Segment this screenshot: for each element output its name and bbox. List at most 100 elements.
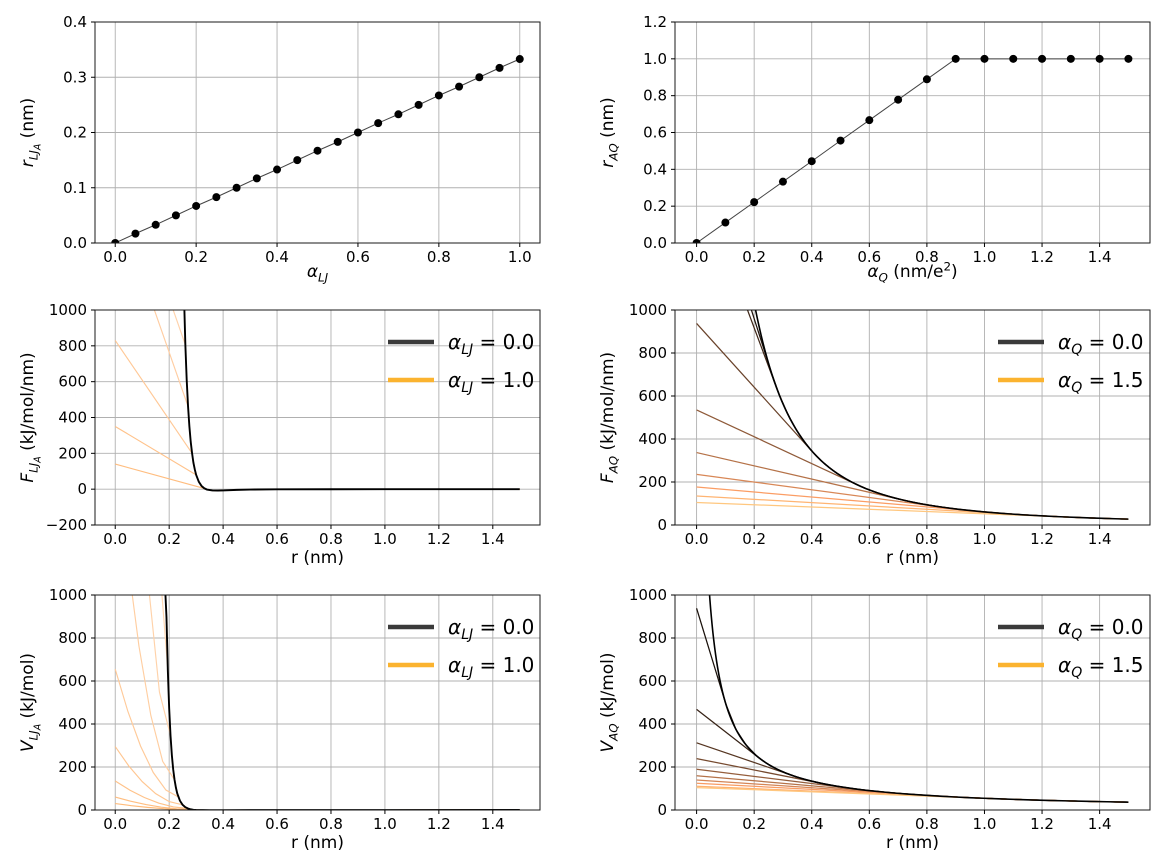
legend-label: αQ = 1.5: [1058, 653, 1144, 681]
svg-text:0.4: 0.4: [211, 530, 235, 548]
svg-text:1.2: 1.2: [1030, 815, 1054, 833]
svg-text:−200: −200: [46, 516, 87, 534]
svg-text:0.8: 0.8: [643, 87, 667, 105]
svg-text:1.0: 1.0: [508, 248, 532, 266]
softcore-curve: [696, 451, 1129, 520]
svg-text:800: 800: [58, 629, 87, 647]
axes-frame: [94, 594, 541, 811]
svg-text:0.2: 0.2: [157, 815, 181, 833]
legend: αLJ = 0.0 αLJ = 1.0: [388, 615, 534, 681]
svg-text:600: 600: [638, 387, 667, 405]
softcore-curve: [115, 463, 520, 492]
data-series: [695, 595, 1129, 803]
svg-text:1.2: 1.2: [427, 530, 451, 548]
axis-ticks: [671, 309, 1101, 529]
svg-text:0.6: 0.6: [265, 530, 289, 548]
axis-tick-labels: 0.0 0.2 0.4 0.6 0.8 1.0 0.0 0.1 0.2 0.3 0.4: [63, 13, 532, 266]
x-axis-label: αLJ: [307, 262, 329, 284]
legend-label: αQ = 1.5: [1058, 368, 1144, 396]
svg-text:0: 0: [77, 801, 87, 819]
softcore-curve: [696, 768, 1129, 803]
axis-tick-labels: 0.0 0.2 0.4 0.6 0.8 1.0 1.2 1.4 0 200 400 600 800 100…: [629, 586, 1112, 833]
data-series: [114, 595, 520, 810]
axis-tick-labels: 0.0 0.2 0.4 0.6 0.8 1.0 1.2 1.4 0 200 400 600 800 100…: [49, 586, 505, 833]
plot-canvas-f-aq: 0.0 0.2 0.4 0.6 0.8 1.0 1.2 1.4 0 200 400 600 800 100…: [598, 301, 1151, 568]
legend-label: αQ = 0.0: [1058, 330, 1144, 358]
x-axis-label: r (nm): [291, 833, 344, 853]
x-axis-label: αQ (nm/e2): [867, 260, 957, 285]
svg-text:200: 200: [58, 444, 87, 462]
svg-text:1.2: 1.2: [1030, 530, 1054, 548]
svg-text:0.4: 0.4: [63, 13, 87, 31]
svg-text:400: 400: [58, 409, 87, 427]
softcore-curve: [696, 779, 1129, 803]
svg-text:1.0: 1.0: [973, 530, 997, 548]
axes-frame: [674, 594, 1151, 811]
svg-text:0.8: 0.8: [427, 248, 451, 266]
scatter-points: [111, 55, 524, 243]
svg-text:0: 0: [657, 516, 667, 534]
softcore-curve: [696, 742, 1129, 803]
svg-text:200: 200: [58, 758, 87, 776]
svg-text:0.0: 0.0: [103, 815, 127, 833]
svg-text:0.2: 0.2: [643, 197, 667, 215]
svg-text:1.0: 1.0: [373, 815, 397, 833]
axis-tick-labels: 0.0 0.2 0.4 0.6 0.8 1.0 1.2 1.4 −200 0 200 400 600 80…: [46, 301, 505, 548]
svg-text:1.0: 1.0: [973, 248, 997, 266]
legend-label: αLJ = 0.0: [448, 330, 534, 358]
svg-text:0.2: 0.2: [184, 248, 208, 266]
softcore-curve: [131, 595, 520, 810]
svg-text:1.2: 1.2: [427, 815, 451, 833]
y-axis-label: rLJA (nm): [18, 98, 44, 168]
svg-text:0.0: 0.0: [685, 530, 709, 548]
plot-canvas-r-lja: 0.0 0.2 0.4 0.6 0.8 1.0 0.0 0.1 0.2 0.3 0.4 αLJ rLJA…: [18, 13, 541, 284]
svg-text:0.4: 0.4: [643, 160, 667, 178]
svg-text:0.2: 0.2: [157, 530, 181, 548]
axis-ticks: [91, 594, 494, 814]
svg-text:0.8: 0.8: [915, 815, 939, 833]
svg-text:1.0: 1.0: [973, 815, 997, 833]
softcore-curve: [161, 595, 520, 810]
svg-text:1000: 1000: [49, 586, 87, 604]
svg-text:1.4: 1.4: [481, 815, 505, 833]
y-axis-label: FLJA (kJ/mol/nm): [18, 352, 44, 482]
x-axis-label: r (nm): [291, 548, 344, 568]
plot-f-aq-vs-r: 0.0 0.2 0.4 0.6 0.8 1.0 1.2 1.4 0 200 400 600 800 100…: [581, 290, 1162, 575]
svg-text:0.4: 0.4: [800, 248, 824, 266]
svg-text:1.4: 1.4: [481, 530, 505, 548]
scatter-connecting-line: [696, 58, 1129, 243]
legend-label: αLJ = 1.0: [448, 653, 534, 681]
svg-text:1.4: 1.4: [1088, 248, 1112, 266]
gridlines: [95, 21, 540, 244]
svg-text:600: 600: [58, 672, 87, 690]
svg-text:1000: 1000: [629, 301, 667, 319]
plot-v-aq-vs-r: 0.0 0.2 0.4 0.6 0.8 1.0 1.2 1.4 0 200 400 600 800 100…: [581, 575, 1162, 865]
softcore-curve: [114, 746, 520, 810]
plot-r-aq-vs-alpha-q: 0.0 0.2 0.4 0.6 0.8 1.0 1.2 1.4 0.0 0.2 0.4 0.6 0.8 1…: [581, 0, 1162, 290]
svg-text:200: 200: [638, 473, 667, 491]
svg-text:0.6: 0.6: [265, 815, 289, 833]
gridlines: [675, 21, 1150, 244]
svg-text:0.4: 0.4: [265, 248, 289, 266]
svg-text:1.0: 1.0: [643, 50, 667, 68]
svg-text:800: 800: [638, 344, 667, 362]
svg-text:600: 600: [58, 373, 87, 391]
axis-tick-labels: 0.0 0.2 0.4 0.6 0.8 1.0 1.2 1.4 0 200 400 600 800 100…: [629, 301, 1112, 548]
svg-text:1.4: 1.4: [1088, 815, 1112, 833]
svg-text:0.3: 0.3: [63, 68, 87, 86]
svg-text:0.8: 0.8: [915, 248, 939, 266]
data-series: [696, 310, 1129, 520]
plot-canvas-f-lja: 0.0 0.2 0.4 0.6 0.8 1.0 1.2 1.4 −200 0 200 400 600 80…: [18, 301, 541, 568]
data-series: [111, 55, 524, 243]
reference-curve-alpha-0: [754, 310, 1129, 520]
plot-canvas-r-aq: 0.0 0.2 0.4 0.6 0.8 1.0 1.2 1.4 0.0 0.2 0.4 0.6 0.8 1…: [598, 13, 1151, 285]
reference-curve-alpha-0: [183, 310, 520, 492]
svg-text:1.4: 1.4: [1088, 530, 1112, 548]
x-axis-label: r (nm): [886, 548, 939, 568]
svg-text:0.8: 0.8: [319, 815, 343, 833]
data-series: [114, 310, 520, 492]
svg-text:0.6: 0.6: [643, 124, 667, 142]
svg-text:0.2: 0.2: [63, 124, 87, 142]
svg-text:0.0: 0.0: [643, 234, 667, 252]
